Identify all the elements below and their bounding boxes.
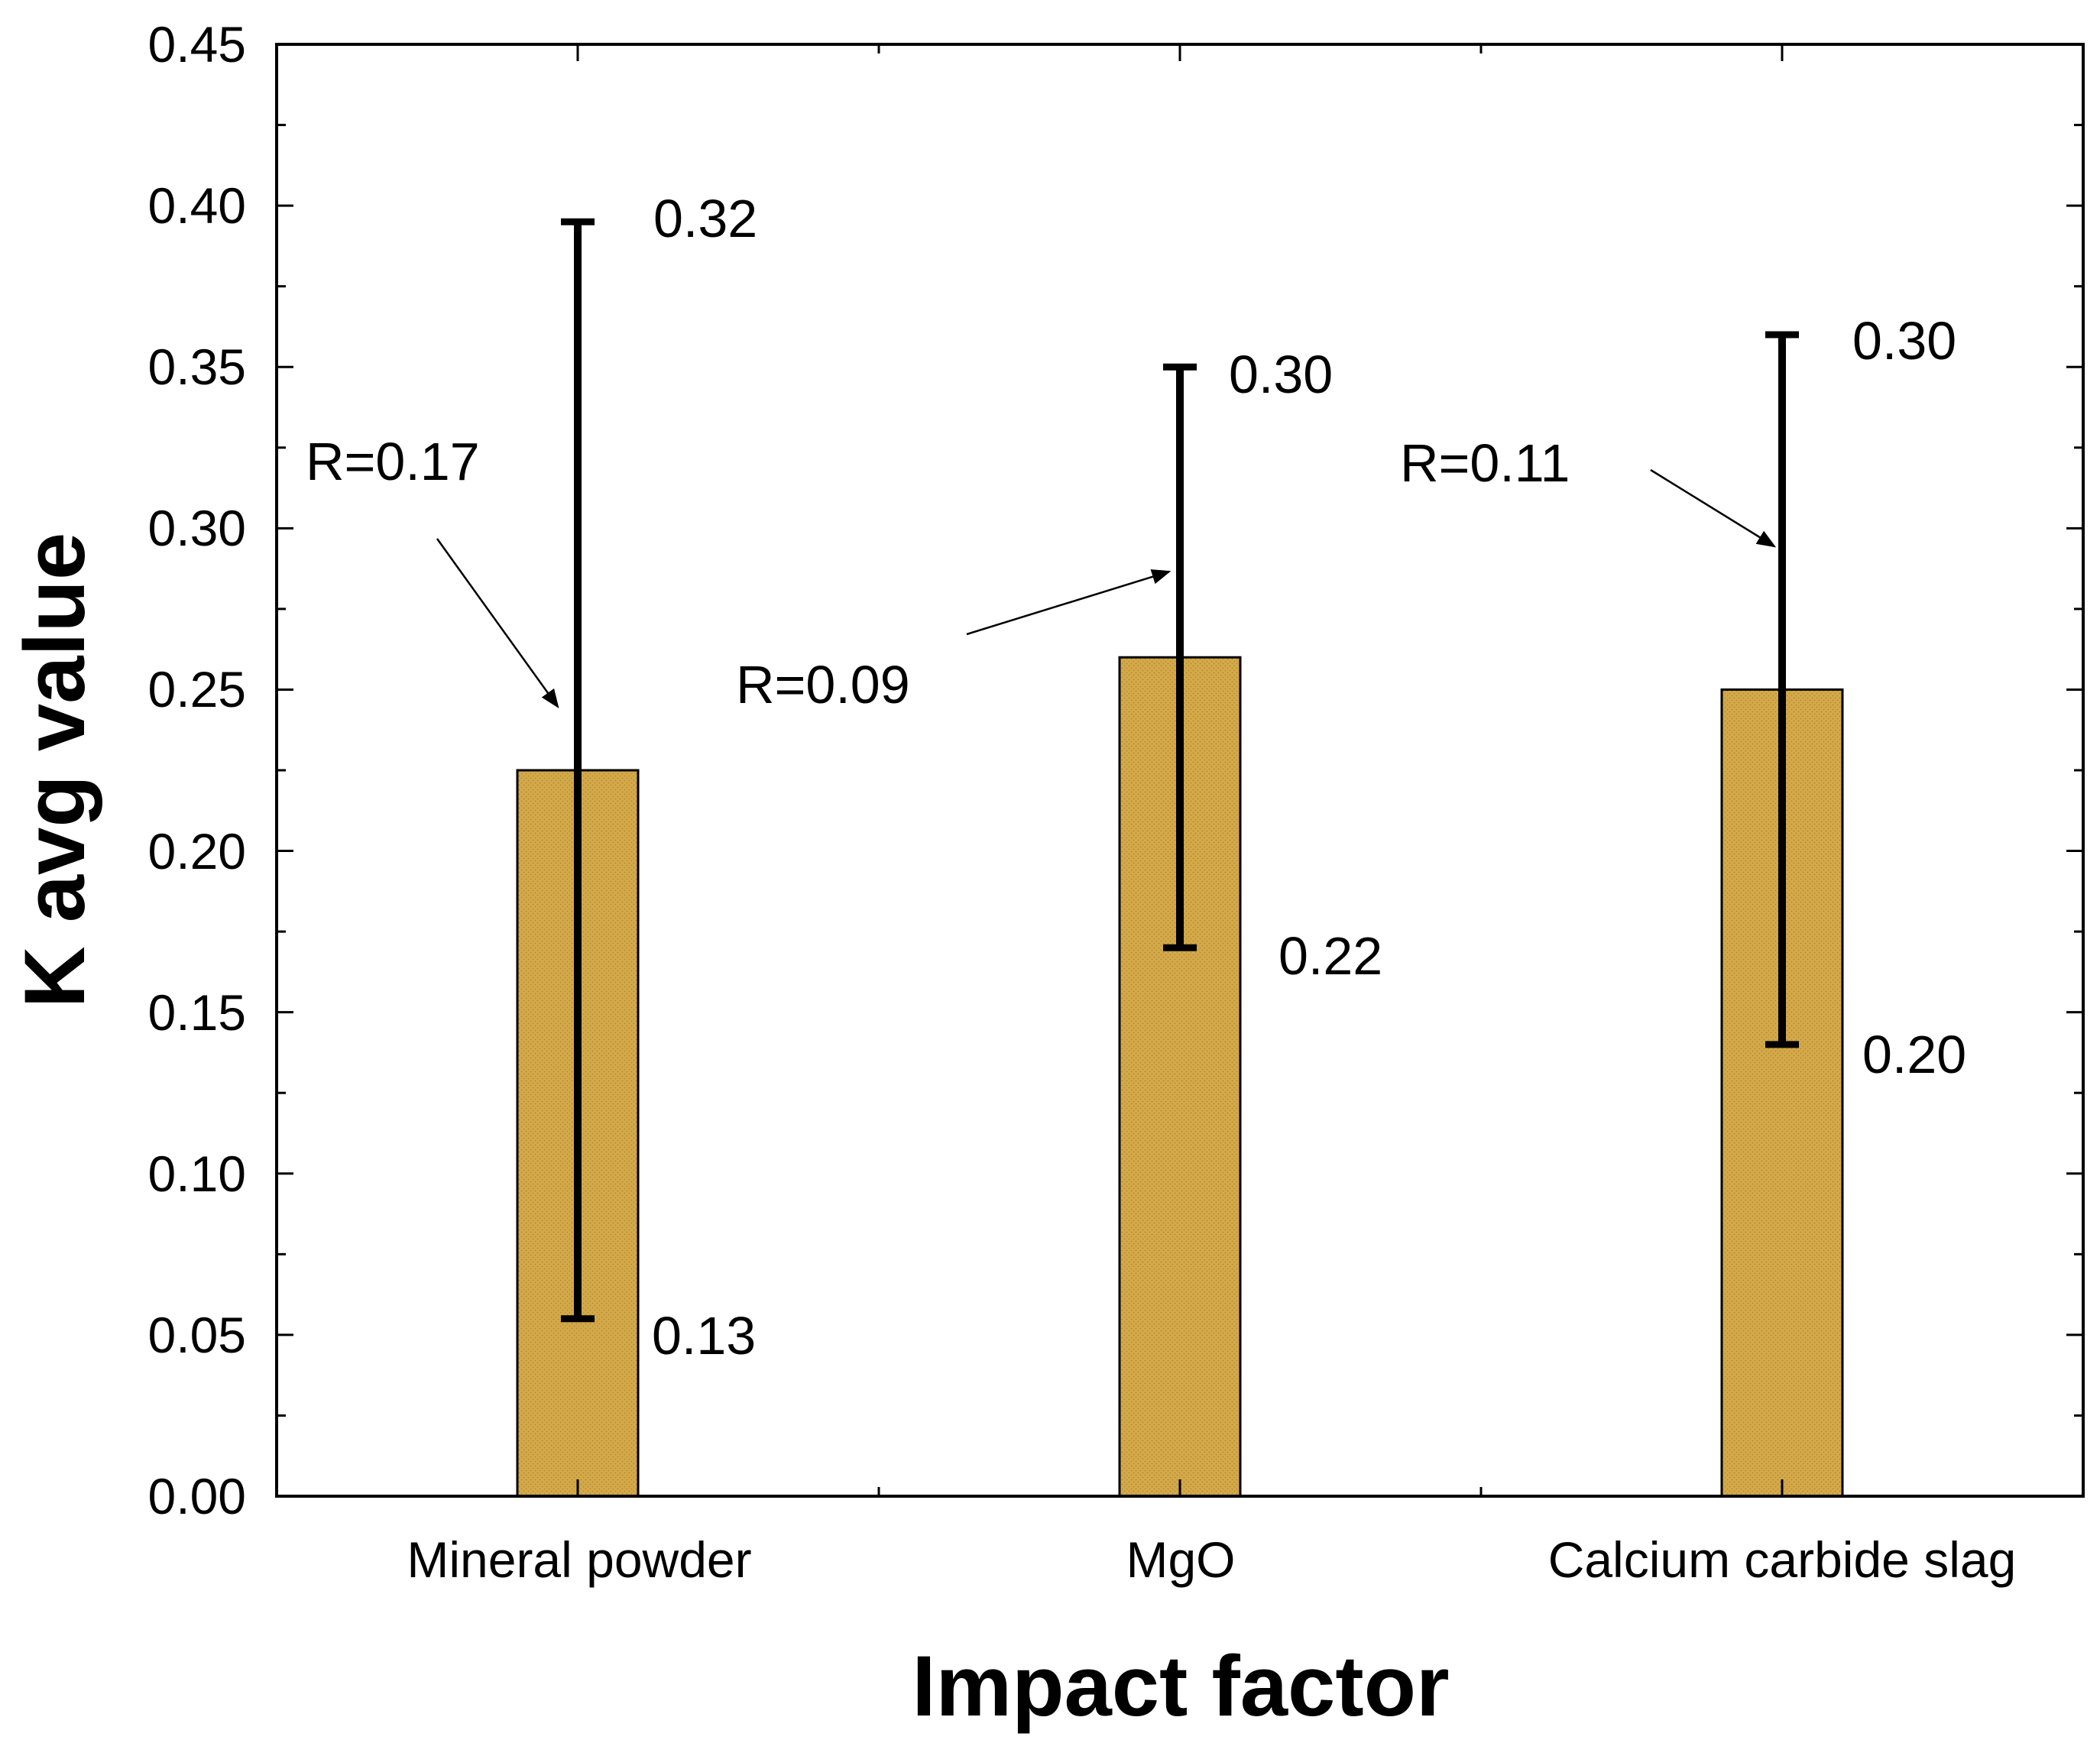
range-label: R=0.11 [1400,433,1570,493]
range-label: R=0.17 [306,432,480,491]
low-value-label: 0.13 [652,1306,756,1366]
y-tick-label: 0.05 [148,1307,246,1363]
range-label: R=0.09 [736,655,910,714]
plot-frame [275,43,2085,1498]
low-value-label: 0.22 [1278,926,1382,986]
high-value-label: 0.30 [1852,311,1956,371]
y-tick-label: 0.00 [148,1468,246,1524]
low-value-label: 0.20 [1862,1025,1966,1084]
y-tick-label: 0.35 [148,339,246,395]
x-axis-title: Impact factor [912,1638,1449,1734]
y-tick-label: 0.25 [148,661,246,718]
y-axis-title: K avg value [7,533,102,1009]
y-tick-label: 0.20 [148,823,246,880]
y-tick-label: 0.30 [148,500,246,556]
range-arrow [436,538,559,709]
annotations: 0.32 0.13 0.30 0.22 0.30 0.20 R=0.17 R=0… [306,189,1966,1366]
x-category-label: Calcium carbide slag [1548,1531,2017,1588]
range-arrow [966,569,1172,636]
x-category-labels: Mineral powder MgO Calcium carbide slag [407,1531,2016,1588]
y-tick-label: 0.45 [148,16,246,73]
high-value-label: 0.32 [653,189,757,248]
y-tick-labels: 0.00 0.05 0.10 0.15 0.20 0.25 0.30 0.35 … [148,16,246,1524]
high-value-label: 0.30 [1229,345,1333,404]
range-arrow [1650,468,1777,548]
error-bars-layer [561,218,1799,1323]
x-category-label: MgO [1126,1531,1235,1588]
y-tick-label: 0.40 [148,177,246,234]
y-tick-label: 0.15 [148,984,246,1041]
x-category-label: Mineral powder [407,1531,751,1588]
y-tick-label: 0.10 [148,1145,246,1202]
